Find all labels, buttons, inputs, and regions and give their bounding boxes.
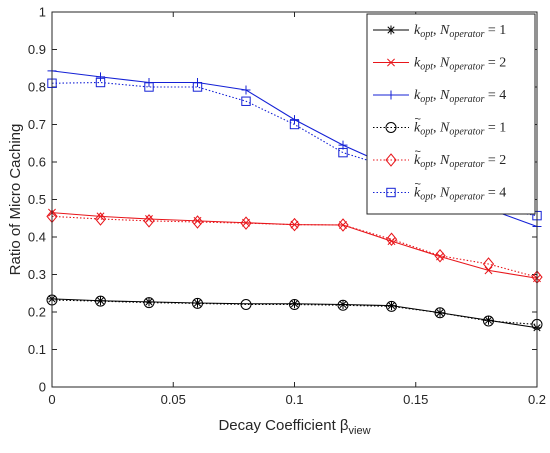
legend-tilde: ~ bbox=[415, 179, 421, 191]
series-line bbox=[51, 212, 538, 279]
legend-entry: kopt, Noperator = 1 bbox=[373, 23, 506, 40]
data-point bbox=[386, 90, 396, 100]
y-tick-label: 0.9 bbox=[28, 42, 46, 57]
data-point bbox=[386, 25, 396, 35]
data-point bbox=[240, 216, 252, 230]
y-tick-label: 0.2 bbox=[28, 305, 46, 320]
data-point bbox=[193, 298, 202, 308]
data-point bbox=[145, 215, 153, 223]
data-point bbox=[95, 295, 106, 307]
y-axis-label: Ratio of Micro Caching bbox=[7, 124, 24, 276]
data-point bbox=[385, 153, 397, 167]
plot-frame bbox=[51, 11, 538, 388]
series-5 bbox=[46, 209, 543, 284]
y-tick-label: 0.7 bbox=[28, 117, 46, 132]
legend-tilde: ~ bbox=[415, 114, 421, 126]
data-point bbox=[434, 248, 446, 263]
data-point bbox=[386, 187, 396, 198]
legend-label: kopt, Noperator = 2 bbox=[414, 153, 506, 170]
data-point bbox=[385, 232, 398, 247]
data-point bbox=[386, 300, 397, 312]
data-point bbox=[338, 300, 348, 309]
data-point bbox=[290, 299, 299, 309]
legend-box bbox=[366, 13, 536, 215]
legend-entry: kopt, Noperator = 2 bbox=[373, 56, 506, 73]
series-group bbox=[46, 66, 543, 333]
data-point bbox=[387, 237, 396, 246]
y-tick-label: 0.8 bbox=[28, 80, 46, 95]
data-point bbox=[482, 257, 495, 271]
data-point bbox=[387, 301, 396, 311]
data-point bbox=[240, 299, 252, 310]
y-tick-label: 0.1 bbox=[28, 342, 46, 357]
data-point bbox=[143, 214, 155, 228]
data-point bbox=[289, 299, 300, 310]
series-line bbox=[51, 299, 538, 325]
y-tick-label: 0 bbox=[39, 380, 46, 395]
data-point bbox=[387, 58, 395, 67]
x-tick-label: 0.15 bbox=[403, 392, 428, 407]
data-point bbox=[95, 77, 106, 88]
legend-entry: kopt, Noperator = 2~ bbox=[373, 146, 506, 170]
legend-label: kopt, Noperator = 2 bbox=[414, 56, 506, 73]
x-axis-label: Decay Coefficient βview bbox=[218, 417, 370, 437]
data-point bbox=[337, 218, 349, 232]
series-1 bbox=[47, 294, 542, 333]
y-tick-label: 1 bbox=[39, 5, 46, 20]
data-point bbox=[94, 212, 107, 226]
x-tick-label: 0.05 bbox=[161, 392, 186, 407]
data-point bbox=[192, 297, 203, 309]
x-tick-label: 0.2 bbox=[528, 392, 546, 407]
data-point bbox=[191, 215, 204, 229]
data-point bbox=[385, 122, 397, 133]
x-tick-label: 0.1 bbox=[285, 392, 303, 407]
legend-label: kopt, Noperator = 1 bbox=[414, 121, 506, 138]
legend-label: kopt, Noperator = 1 bbox=[414, 23, 506, 40]
legend-entry: kopt, Noperator = 1~ bbox=[373, 114, 506, 138]
x-axis-label-main: Decay Coefficient β bbox=[218, 417, 348, 434]
data-point bbox=[338, 147, 348, 158]
legend-entry: kopt, Noperator = 4~ bbox=[373, 179, 506, 203]
data-point bbox=[337, 299, 349, 311]
data-point bbox=[144, 82, 154, 92]
data-point bbox=[241, 96, 251, 106]
data-point bbox=[483, 315, 494, 327]
y-tick-label: 0.4 bbox=[28, 230, 46, 245]
y-tick-label: 0.5 bbox=[28, 192, 46, 207]
data-point bbox=[96, 72, 105, 82]
x-axis-label-subscript: view bbox=[349, 425, 371, 437]
tick-labels: 0 0.05 0.1 0.15 0.2 0 0.1 0.2 0.3 0.4 0.5 0.6 0.7 0.8… bbox=[28, 5, 546, 408]
legend-label: kopt, Noperator = 4 bbox=[414, 88, 506, 105]
y-tick-label: 0.3 bbox=[28, 267, 46, 282]
data-point bbox=[434, 307, 446, 319]
legend-tilde: ~ bbox=[415, 146, 421, 158]
data-point bbox=[192, 82, 203, 92]
data-point bbox=[144, 297, 154, 307]
data-point bbox=[289, 119, 300, 130]
y-tick-label: 0.6 bbox=[28, 155, 46, 170]
data-point bbox=[290, 115, 299, 125]
legend-label: kopt, Noperator = 4 bbox=[414, 186, 506, 203]
x-tick-label: 0 bbox=[48, 392, 55, 407]
data-point bbox=[241, 85, 251, 95]
data-point bbox=[288, 217, 301, 232]
data-point bbox=[143, 297, 155, 309]
series-line bbox=[51, 215, 538, 278]
legend-entry: kopt, Noperator = 4 bbox=[373, 88, 506, 105]
